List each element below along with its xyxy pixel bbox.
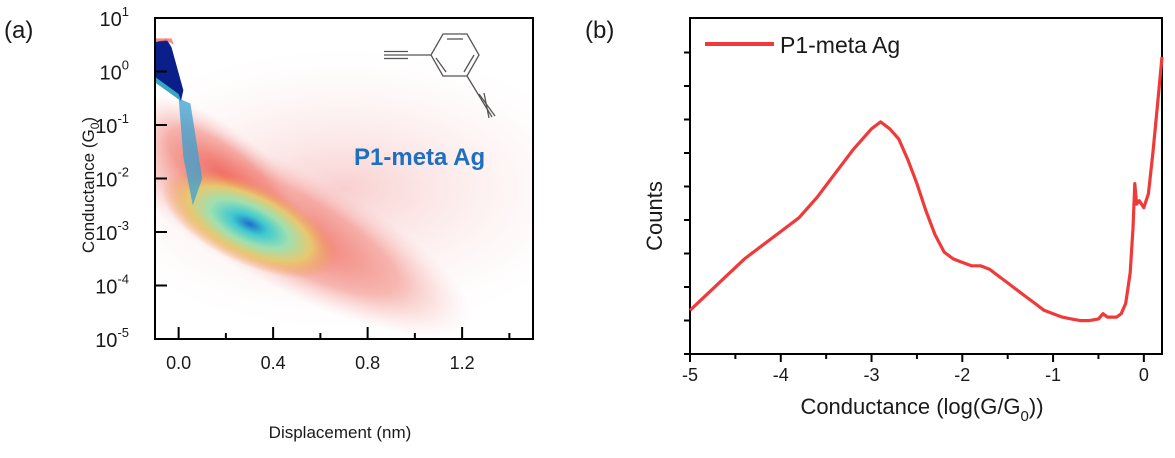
x-tick-label-a: 0.8 xyxy=(355,353,380,373)
plot-frame-b xyxy=(689,17,1163,355)
heatmap-density xyxy=(155,38,533,339)
x-tick-label-b: -1 xyxy=(1045,365,1061,385)
y-tick-label-a: 10-1 xyxy=(95,111,129,138)
density-contact-lower-edge xyxy=(155,76,181,101)
y-tick-label-a: 10-2 xyxy=(95,165,129,192)
x-tick-label-b: -4 xyxy=(773,365,789,385)
density-breaking-region xyxy=(178,98,203,206)
x-tick-label-a: 0.4 xyxy=(261,353,286,373)
x-tick-label-b: 0 xyxy=(1139,365,1149,385)
x-tick-label-b: -2 xyxy=(954,365,970,385)
y-axis-label-a: Conductance (G0) xyxy=(79,117,102,253)
y-tick-label-a: 10-5 xyxy=(95,325,129,352)
axes-a: 101 100 10-1 10-2 10-3 10-4 10-5 0.0 0.4 0.8 1.2 xyxy=(95,4,534,373)
series-line-p1-meta-ag xyxy=(688,56,1164,323)
x-tick-label-b: -5 xyxy=(682,365,698,385)
y-tick-label-a: 100 xyxy=(100,58,129,85)
axes-b: -5 -4 -3 -2 -1 0 xyxy=(682,17,1163,385)
density-molecular-plateau xyxy=(161,169,338,279)
legend-label: P1-meta Ag xyxy=(780,32,900,58)
x-axis-label-a: Displacement (nm) xyxy=(269,423,412,442)
legend: P1-meta Ag xyxy=(705,32,900,58)
x-tick-label-a: 1.2 xyxy=(450,353,475,373)
density-contact-edge xyxy=(155,38,174,45)
molecule-structure xyxy=(384,33,496,119)
panel-label-b: (b) xyxy=(585,17,614,44)
sample-annotation: P1-meta Ag xyxy=(354,144,485,171)
y-tick-label-a: 10-4 xyxy=(95,272,129,299)
y-tick-label-a: 10-3 xyxy=(95,218,129,245)
x-tick-label-b: -3 xyxy=(864,365,880,385)
y-axis-label-b: Counts xyxy=(642,181,667,251)
panel-label-a: (a) xyxy=(4,17,33,44)
panel-b: (b) -5 -4 -3 -2 -1 0 P1-meta Ag Counts Conduc… xyxy=(585,17,1164,425)
x-axis-label-b: Conductance (log(G/G0)) xyxy=(800,394,1043,425)
y-tick-label-a: 101 xyxy=(100,4,129,31)
x-tick-label-a: 0.0 xyxy=(166,353,191,373)
